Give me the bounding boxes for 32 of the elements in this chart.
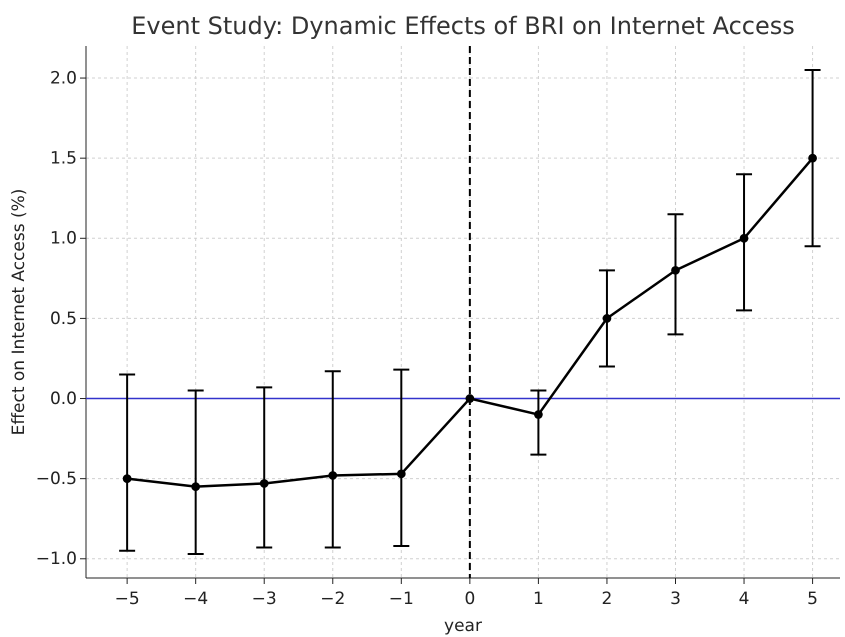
x-tick-label: 0 — [464, 589, 476, 609]
chart-title: Event Study: Dynamic Effects of BRI on Internet Access — [131, 12, 795, 40]
x-tick-label: −4 — [183, 589, 208, 609]
x-axis-title: year — [444, 616, 482, 636]
x-tick-label: −3 — [252, 589, 277, 609]
point — [602, 314, 612, 323]
y-tick-label: 0.0 — [50, 388, 77, 409]
point — [122, 474, 132, 484]
y-tick-label: −0.5 — [36, 469, 77, 490]
point — [671, 266, 680, 275]
point — [260, 479, 269, 488]
y-tick-label: 1.0 — [50, 228, 77, 249]
x-tick-label: −2 — [320, 589, 346, 609]
y-tick-label: 2.0 — [50, 68, 77, 88]
y-tick-label: 1.5 — [50, 148, 77, 169]
x-tick-label: −1 — [388, 589, 414, 609]
y-axis-title: Effect on Internet Access (%) — [9, 188, 29, 436]
x-tick-label: 2 — [602, 589, 612, 609]
y-tick-label: −1.0 — [36, 549, 77, 570]
point — [328, 471, 338, 480]
x-tick-label: 3 — [670, 589, 681, 609]
y-tick-label: 0.5 — [50, 308, 77, 329]
point — [465, 394, 474, 403]
point — [808, 154, 817, 163]
x-tick-label: −5 — [114, 589, 140, 609]
x-tick-label: 5 — [807, 589, 818, 609]
point — [534, 410, 543, 419]
point — [740, 234, 748, 243]
x-tick-label: 1 — [532, 589, 544, 609]
point — [191, 482, 200, 492]
point — [396, 469, 406, 478]
x-tick-label: 4 — [738, 589, 750, 609]
